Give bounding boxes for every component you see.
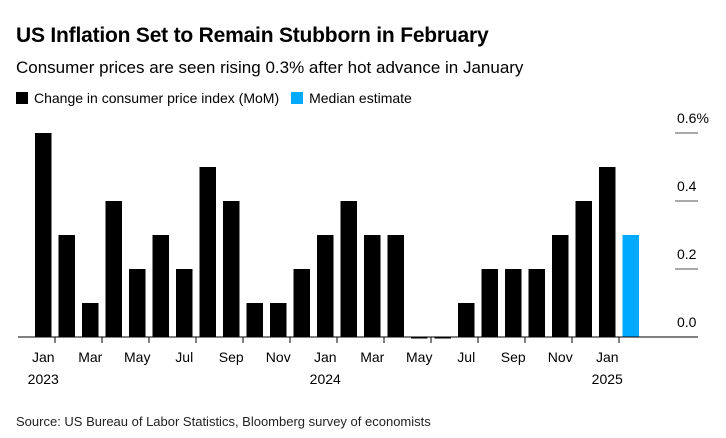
- x-tick-label: Nov: [548, 349, 573, 365]
- x-tick-year: 2025: [592, 371, 623, 387]
- cpi-bar: [152, 235, 169, 337]
- cpi-bar: [340, 201, 357, 337]
- x-tick-label: Sep: [219, 349, 244, 365]
- y-tick-label: 0.2: [677, 246, 697, 262]
- y-tick-label: 0.4: [677, 178, 697, 194]
- x-tick-label: Jul: [175, 349, 193, 365]
- cpi-bar: [434, 337, 451, 339]
- legend: Change in consumer price index (MoM) Med…: [16, 90, 424, 106]
- cpi-bar: [129, 269, 146, 337]
- cpi-bar: [599, 167, 616, 337]
- cpi-bar: [58, 235, 75, 337]
- cpi-bar: [387, 235, 404, 337]
- y-tick-label: 0.0: [677, 314, 697, 330]
- chart-title: US Inflation Set to Remain Stubborn in F…: [16, 24, 489, 47]
- legend-swatch-estimate: [291, 92, 304, 104]
- x-tick-year: 2024: [310, 371, 341, 387]
- cpi-bar: [317, 235, 334, 337]
- legend-swatch-cpi: [16, 92, 28, 104]
- cpi-bar: [199, 167, 216, 337]
- cpi-bar: [505, 269, 522, 337]
- y-tick-label: 0.6%: [677, 110, 709, 126]
- cpi-bar: [82, 303, 99, 337]
- cpi-bar: [528, 269, 545, 337]
- x-tick-year: 2023: [28, 371, 59, 387]
- legend-item-cpi: Change in consumer price index (MoM): [16, 90, 279, 106]
- cpi-bar: [270, 303, 287, 337]
- x-tick-label: Sep: [501, 349, 526, 365]
- cpi-bar: [458, 303, 475, 337]
- cpi-bar: [552, 235, 569, 337]
- cpi-bar: [105, 201, 122, 337]
- x-tick-label: Mar: [78, 349, 102, 365]
- cpi-bar: [176, 269, 193, 337]
- cpi-bar: [246, 303, 263, 337]
- cpi-bar: [293, 269, 310, 337]
- cpi-bar: [411, 337, 428, 339]
- x-tick-label: Jan: [32, 349, 55, 365]
- cpi-bar: [35, 133, 52, 337]
- x-tick-label: Mar: [360, 349, 384, 365]
- cpi-bar: [223, 201, 240, 337]
- x-tick-label: Jul: [457, 349, 475, 365]
- cpi-bar: [481, 269, 498, 337]
- x-tick-label: May: [406, 349, 432, 365]
- x-tick-label: Jan: [314, 349, 337, 365]
- legend-label-estimate: Median estimate: [309, 90, 412, 106]
- source-note: Source: US Bureau of Labor Statistics, B…: [16, 414, 431, 429]
- x-tick-label: May: [124, 349, 150, 365]
- x-tick-label: Jan: [596, 349, 619, 365]
- x-tick-label: Nov: [266, 349, 291, 365]
- legend-label-cpi: Change in consumer price index (MoM): [34, 90, 280, 106]
- chart-subtitle: Consumer prices are seen rising 0.3% aft…: [16, 58, 524, 77]
- legend-item-estimate: Median estimate: [291, 90, 412, 106]
- estimate-bar: [622, 235, 639, 337]
- cpi-bar: [575, 201, 592, 337]
- cpi-bar: [364, 235, 381, 337]
